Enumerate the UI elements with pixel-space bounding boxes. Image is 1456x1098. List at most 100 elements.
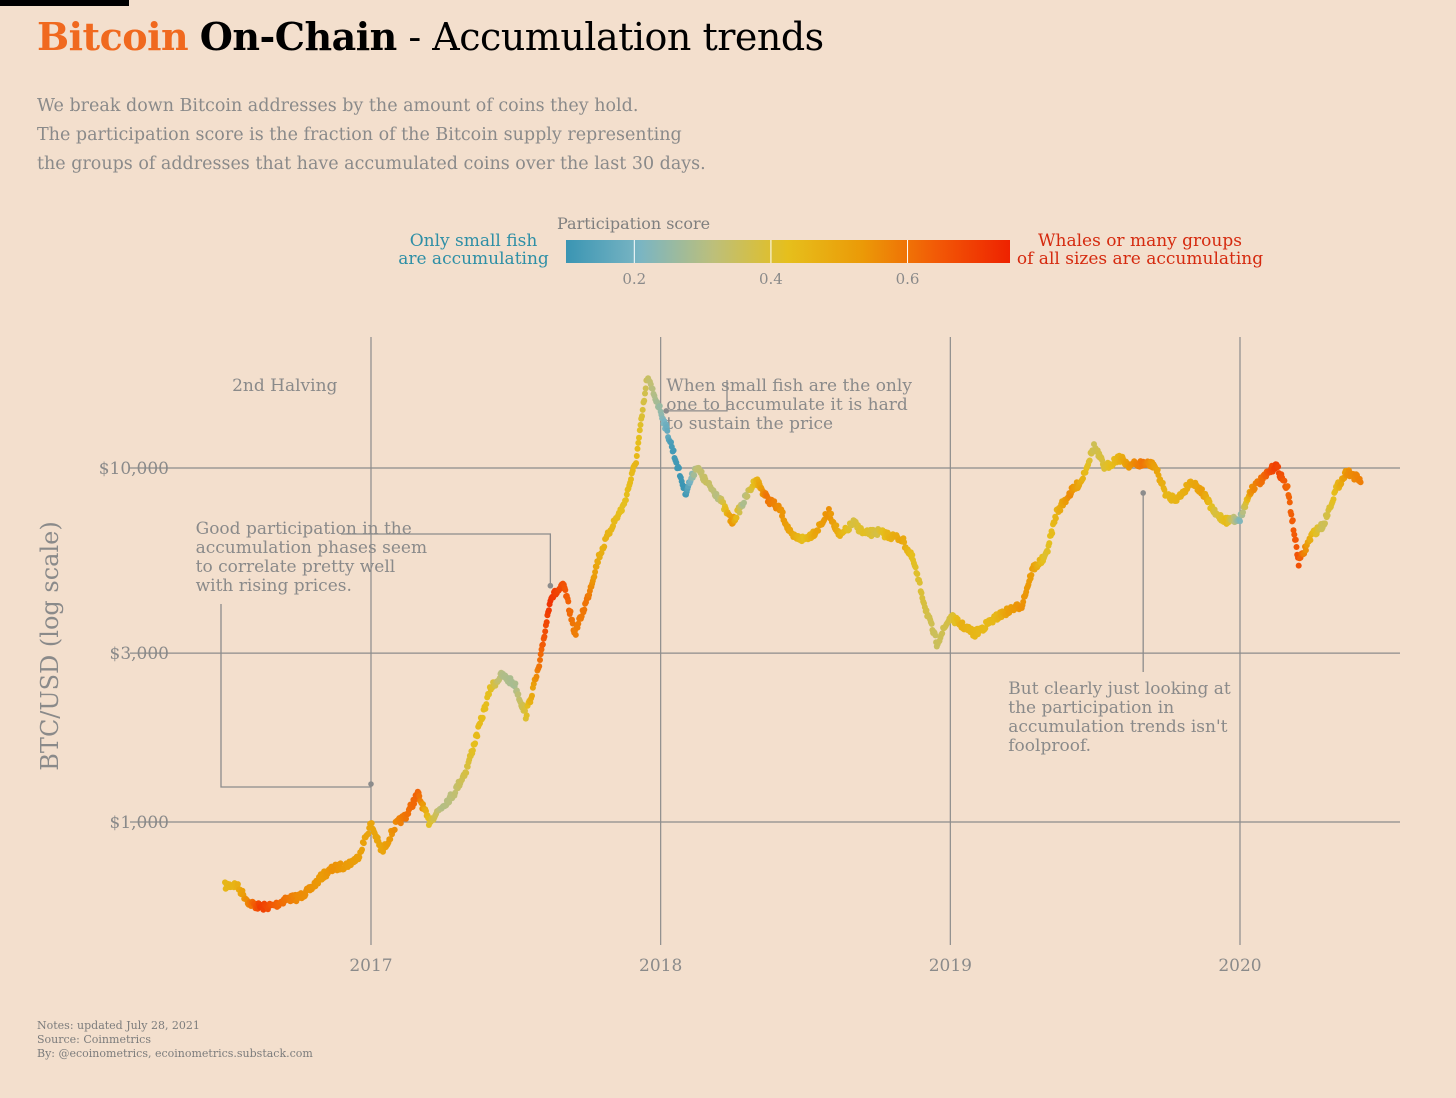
- data-point: [698, 468, 705, 475]
- data-point: [649, 385, 656, 392]
- data-point: [1302, 547, 1309, 554]
- footnote-source: Source: Coinmetrics: [37, 1033, 151, 1046]
- data-point: [234, 881, 241, 888]
- annotation-dot: [368, 781, 374, 787]
- data-point: [391, 826, 398, 833]
- subtitle-line: The participation score is the fraction …: [37, 125, 682, 145]
- data-point: [828, 510, 835, 517]
- data-point: [1154, 466, 1161, 473]
- data-point: [641, 397, 648, 404]
- data-point: [1281, 477, 1288, 484]
- data-point: [771, 498, 778, 505]
- data-point: [1159, 479, 1166, 486]
- data-point: [744, 493, 751, 500]
- data-point: [909, 552, 916, 558]
- data-point: [479, 714, 486, 721]
- data-point: [539, 641, 546, 648]
- y-tick-label: $10,000: [99, 459, 169, 479]
- data-point: [670, 447, 677, 454]
- data-point: [356, 854, 363, 861]
- data-point: [642, 390, 648, 397]
- data-point: [1324, 512, 1331, 519]
- data-point: [1020, 598, 1027, 605]
- data-point: [1286, 499, 1293, 506]
- data-point: [1052, 515, 1059, 522]
- data-point: [664, 427, 671, 434]
- data-point: [1049, 530, 1056, 537]
- data-point: [928, 620, 935, 627]
- data-point: [846, 526, 852, 533]
- data-point: [622, 497, 629, 504]
- data-point: [452, 789, 459, 796]
- x-tick-label: 2017: [349, 956, 392, 976]
- data-point: [1057, 507, 1064, 514]
- data-point: [565, 598, 572, 605]
- data-point: [472, 740, 479, 747]
- page-title: Bitcoin On-Chain - Accumulation trends: [37, 14, 824, 59]
- data-point: [623, 491, 630, 498]
- subtitle-line: We break down Bitcoin addresses by the a…: [37, 96, 639, 116]
- data-point: [825, 506, 832, 512]
- data-point: [533, 673, 540, 680]
- data-point: [1275, 463, 1282, 470]
- data-point: [1240, 509, 1246, 516]
- data-point: [1080, 475, 1086, 482]
- data-point: [469, 747, 476, 754]
- legend-right-line: of all sizes are accumulating: [1016, 249, 1264, 269]
- data-point: [1357, 479, 1364, 486]
- data-point: [1289, 517, 1296, 524]
- data-point: [959, 619, 966, 626]
- data-point: [543, 619, 550, 626]
- data-point: [736, 509, 743, 516]
- data-point: [581, 606, 588, 613]
- x-tick-label: 2020: [1218, 956, 1261, 976]
- title-bitcoin: Bitcoin: [37, 14, 189, 59]
- data-point: [642, 385, 649, 392]
- data-point: [779, 509, 786, 516]
- data-point: [939, 630, 946, 637]
- data-point: [486, 691, 492, 698]
- subtitle-line: the groups of addresses that have accumu…: [37, 154, 706, 174]
- data-point: [537, 651, 544, 658]
- data-point: [639, 406, 646, 413]
- data-point: [815, 527, 822, 534]
- y-axis-label: BTC/USD (log scale): [36, 521, 64, 770]
- legend-left-line: Only small fish: [409, 231, 538, 251]
- footnote-notes: Notes: updated July 28, 2021: [37, 1019, 200, 1032]
- data-point: [387, 836, 394, 843]
- data-point: [562, 587, 569, 593]
- data-point: [639, 413, 645, 420]
- data-point: [833, 522, 840, 529]
- data-point: [483, 701, 490, 708]
- data-point: [536, 663, 543, 670]
- annotation-connector: [220, 604, 371, 788]
- annotation-small-fish: When small fish are the only one to accum…: [666, 376, 912, 434]
- data-point: [1293, 544, 1300, 550]
- data-point: [1237, 518, 1243, 525]
- data-point: [918, 590, 925, 596]
- data-point: [591, 573, 598, 580]
- data-point: [542, 628, 549, 635]
- data-point: [1284, 483, 1291, 490]
- data-point: [1028, 572, 1035, 578]
- data-point: [575, 620, 582, 627]
- data-point: [668, 439, 674, 446]
- data-point: [636, 434, 642, 441]
- data-point: [360, 840, 367, 847]
- data-point: [635, 439, 642, 446]
- annotation-halving: 2nd Halving: [232, 376, 337, 396]
- y-tick-label: $3,000: [110, 644, 169, 664]
- data-point: [368, 820, 375, 827]
- data-point: [529, 692, 535, 699]
- data-point: [545, 607, 552, 614]
- data-point: [482, 705, 489, 712]
- data-point: [474, 733, 481, 740]
- data-point: [1086, 457, 1093, 464]
- data-point: [1251, 485, 1258, 492]
- data-point: [916, 579, 923, 586]
- data-point: [1206, 498, 1213, 505]
- data-point: [337, 860, 344, 867]
- data-point: [567, 608, 574, 615]
- legend-left-label: Only small fish are accumulating: [390, 232, 557, 268]
- data-point: [628, 476, 634, 483]
